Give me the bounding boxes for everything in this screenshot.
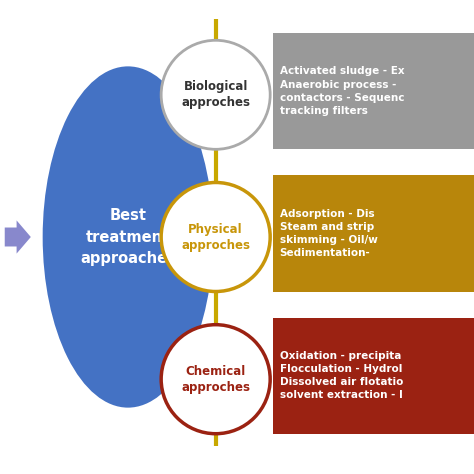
Text: Best
treatment
approaches: Best treatment approaches xyxy=(80,209,176,265)
FancyArrow shape xyxy=(5,220,31,254)
Text: Biological
approches: Biological approches xyxy=(181,80,250,109)
Text: Adsorption - Dis
Steam and strip
skimming - Oil/w
Sedimentation-: Adsorption - Dis Steam and strip skimmin… xyxy=(280,209,377,258)
Text: Oxidation - precipita
Flocculation - Hydrol
Dissolved air flotatio
solvent extra: Oxidation - precipita Flocculation - Hyd… xyxy=(280,351,403,401)
Text: Activated sludge - Ex
Anaerobic process -
contactors - Sequenc
tracking filters: Activated sludge - Ex Anaerobic process … xyxy=(280,66,404,116)
Circle shape xyxy=(161,182,270,292)
FancyBboxPatch shape xyxy=(273,33,474,149)
Circle shape xyxy=(161,40,270,149)
FancyBboxPatch shape xyxy=(273,318,474,434)
Ellipse shape xyxy=(43,66,213,408)
Circle shape xyxy=(161,325,270,434)
Text: Physical
approches: Physical approches xyxy=(181,222,250,252)
Text: Chemical
approches: Chemical approches xyxy=(181,365,250,394)
FancyBboxPatch shape xyxy=(273,175,474,292)
